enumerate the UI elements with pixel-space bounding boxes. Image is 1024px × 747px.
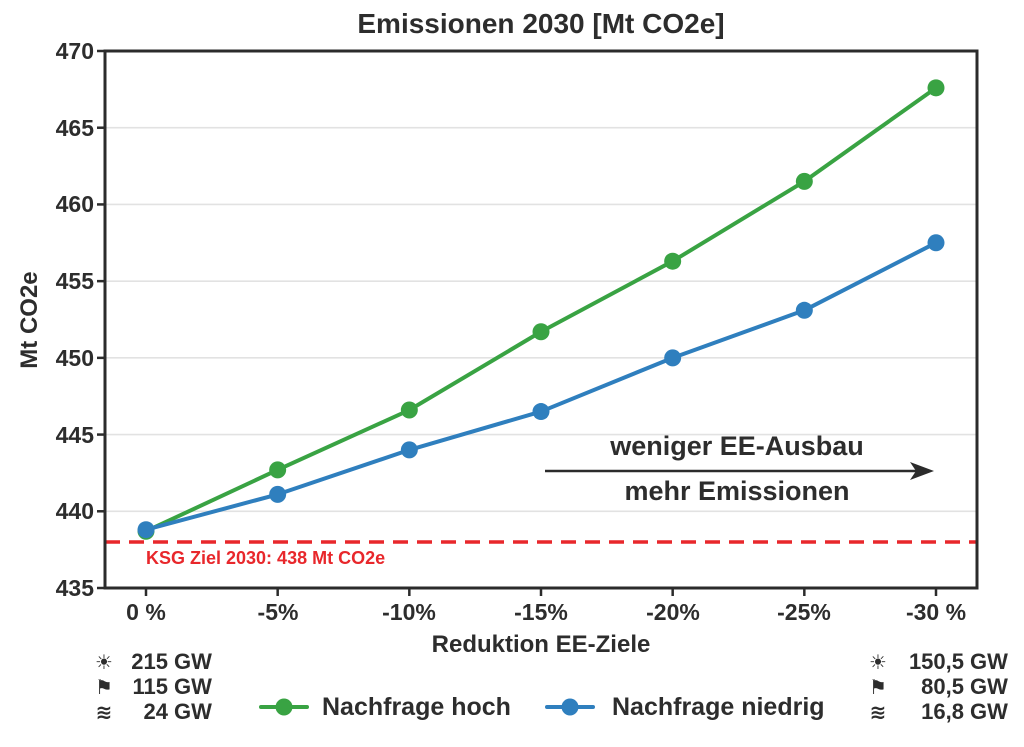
- series-marker-1: [795, 301, 813, 319]
- waves-icon: ≋: [869, 700, 887, 724]
- series-marker-0: [664, 252, 682, 270]
- x-tick-label: 0 %: [126, 599, 166, 625]
- gw-unit: GW: [970, 699, 1008, 724]
- series-marker-0: [927, 79, 945, 97]
- series-marker-0: [400, 401, 418, 419]
- gw-value: 115: [132, 674, 169, 699]
- sun-icon: ☀: [869, 650, 887, 674]
- gw-unit: GW: [174, 674, 212, 699]
- gw-value: 215: [131, 649, 168, 674]
- legend-marker-dot-1: [561, 698, 579, 716]
- legend-marker-dot-0: [275, 698, 293, 716]
- x-tick-label: -15%: [514, 599, 568, 625]
- y-tick-label: 440: [55, 498, 94, 524]
- x-tick-label: -10%: [382, 599, 436, 625]
- annotation-line2: mehr Emissionen: [624, 476, 850, 506]
- gw-annotation-row: ≋ 24 GW: [90, 699, 212, 725]
- gw-value: 150,5: [908, 649, 964, 674]
- gw-unit: GW: [970, 649, 1008, 674]
- reference-line-label: KSG Ziel 2030: 438 Mt CO2e: [146, 548, 386, 568]
- y-tick-label: 460: [55, 191, 94, 217]
- gw-annotation-row: ⚑ 115 GW: [90, 674, 212, 700]
- series-marker-1: [532, 403, 550, 421]
- gw-unit: GW: [174, 649, 212, 674]
- series-marker-1: [269, 485, 287, 503]
- x-axis-label: Reduktion EE-Ziele: [431, 631, 651, 658]
- x-tick-label: -5%: [257, 599, 299, 625]
- series-marker-1: [664, 349, 682, 367]
- waves-icon: ≋: [95, 700, 113, 724]
- flag-icon: ⚑: [95, 675, 113, 699]
- x-tick-label: -25%: [777, 599, 831, 625]
- chart-title: Emissionen 2030 [Mt CO2e]: [357, 8, 725, 39]
- y-tick-label: 465: [55, 115, 94, 141]
- series-line-0: [144, 85, 938, 534]
- gw-value: 24: [143, 699, 168, 724]
- gw-value: 16,8: [921, 699, 964, 724]
- gw-annotation-row: ⚑ 80,5 GW: [864, 674, 1008, 700]
- series-marker-0: [795, 172, 813, 190]
- legend-label-nachfrage-hoch: Nachfrage hoch: [322, 693, 511, 721]
- series-marker-1: [400, 441, 418, 459]
- y-tick-label: 445: [55, 422, 94, 448]
- gw-annotation-row: ☀ 150,5 GW: [864, 649, 1008, 675]
- x-tick-label: -30 %: [905, 599, 967, 625]
- y-tick-label: 450: [55, 345, 94, 371]
- series-marker-1: [137, 521, 155, 539]
- gw-value: 80,5: [921, 674, 964, 699]
- series-marker-1: [927, 234, 945, 252]
- x-tick-label: -20%: [646, 599, 700, 625]
- series-marker-0: [532, 323, 550, 341]
- gw-unit: GW: [174, 699, 212, 724]
- plot-border: [103, 49, 979, 590]
- gw-annotation-row: ☀ 215 GW: [90, 649, 212, 675]
- annotation-line1: weniger EE-Ausbau: [610, 431, 864, 461]
- legend-label-nachfrage-niedrig: Nachfrage niedrig: [612, 693, 825, 721]
- y-tick-label: 455: [55, 268, 94, 294]
- sun-icon: ☀: [95, 650, 113, 674]
- y-tick-label: 435: [55, 575, 94, 601]
- gw-unit: GW: [970, 674, 1008, 699]
- y-tick-label: 470: [55, 38, 94, 64]
- flag-icon: ⚑: [869, 675, 887, 699]
- gw-annotation-row: ≋ 16,8 GW: [864, 699, 1008, 725]
- series-marker-0: [269, 461, 287, 479]
- arrow-head-icon: [910, 462, 934, 480]
